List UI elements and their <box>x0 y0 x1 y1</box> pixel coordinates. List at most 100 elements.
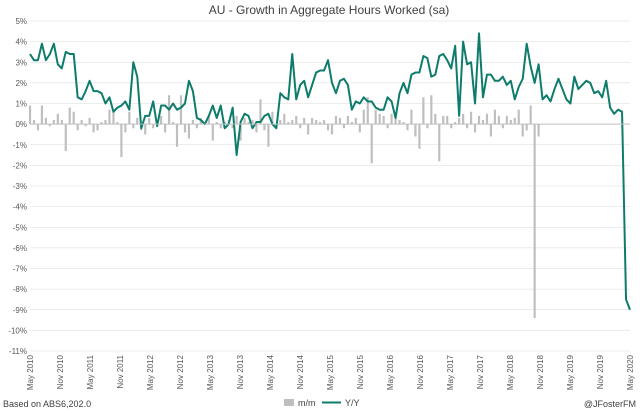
bar-m-m <box>303 117 306 125</box>
y-tick-label: -2% <box>13 161 27 170</box>
bar-m-m <box>80 120 83 125</box>
bar-m-m <box>414 124 417 137</box>
y-tick-label: -6% <box>13 244 27 253</box>
bar-m-m <box>454 122 457 125</box>
bar-m-m <box>179 95 183 125</box>
x-tick-label: May 2018 <box>506 354 515 390</box>
bar-m-m <box>402 122 405 125</box>
bar-m-m <box>132 124 135 129</box>
bar-m-m <box>529 105 532 125</box>
bar-m-m <box>358 124 361 133</box>
bar-m-m <box>458 117 461 125</box>
bar-m-m <box>533 124 536 318</box>
bar-m-m <box>438 124 441 162</box>
bar-m-m <box>171 122 175 125</box>
bar-m-m <box>318 122 322 125</box>
bar-m-m <box>40 105 44 125</box>
bar-m-m <box>315 120 318 125</box>
bar-m-m <box>509 120 512 125</box>
bar-m-m <box>330 124 334 135</box>
bar-m-m <box>374 109 377 125</box>
bar-m-m <box>136 117 139 125</box>
legend: m/m Y/Y <box>284 398 360 408</box>
y-axis: 5% 4% 3% 2% 1% 0% -1% -2% -3% -4% -5% -6% -7% -8% -9% -… <box>8 17 27 356</box>
x-tick-label: May 2011 <box>86 354 95 389</box>
bar-m-m <box>112 111 115 125</box>
bar-m-m <box>60 120 63 125</box>
bar-m-m <box>148 117 151 125</box>
bar-m-m <box>239 124 242 141</box>
x-tick-label: May 2013 <box>206 354 215 390</box>
bar-m-m <box>64 124 67 151</box>
y-tick-label: 0% <box>15 120 27 129</box>
bar-m-m <box>128 111 131 125</box>
x-tick-label: May 2015 <box>326 354 335 390</box>
bar-m-m <box>426 124 429 129</box>
chart-title: AU - Growth in Aggregate Hours Worked (s… <box>209 3 450 17</box>
legend-label-y-y: Y/Y <box>345 398 360 408</box>
bar-m-m <box>287 122 290 125</box>
bar-m-m <box>279 120 282 125</box>
bar-m-m <box>108 109 111 125</box>
bar-m-m <box>481 120 485 125</box>
bar-m-m <box>406 124 409 131</box>
bar-m-m <box>207 115 210 125</box>
bar-m-m <box>338 117 342 125</box>
bar-m-m <box>191 120 195 125</box>
bar-m-m <box>477 115 481 125</box>
bar-m-m <box>473 124 477 133</box>
x-tick-label: Nov 2017 <box>476 354 485 389</box>
bar-m-m <box>263 124 266 131</box>
bar-m-m <box>160 115 163 125</box>
bar-m-m <box>422 97 425 125</box>
bar-m-m <box>513 117 516 125</box>
y-tick-label: 5% <box>15 17 27 26</box>
bar-m-m <box>271 111 274 125</box>
bar-m-m <box>255 124 258 133</box>
bar-m-m <box>322 120 326 125</box>
x-tick-label: Nov 2018 <box>536 354 545 389</box>
bar-m-m <box>124 124 127 133</box>
bar-m-m <box>88 117 91 125</box>
bar-m-m <box>326 124 330 131</box>
bar-m-m <box>342 124 345 129</box>
bar-m-m <box>219 124 222 129</box>
bar-m-m <box>32 120 36 125</box>
bar-m-m <box>247 122 250 125</box>
credit-note: @JFosterFM <box>584 399 636 409</box>
y-tick-label: -8% <box>13 285 27 294</box>
bar-m-m <box>48 124 51 127</box>
bar-m-m <box>410 109 413 125</box>
bar-m-m <box>52 120 55 125</box>
bar-m-m <box>283 113 286 125</box>
bar-m-m <box>446 115 449 125</box>
bar-m-m <box>493 109 496 125</box>
bar-m-m <box>68 107 71 125</box>
bar-m-m <box>84 124 87 127</box>
bar-m-m <box>497 115 500 125</box>
bar-m-m <box>311 117 314 125</box>
bar-m-m <box>291 120 294 125</box>
bar-m-m <box>96 124 99 131</box>
bar-m-m <box>501 124 504 129</box>
bar-m-m <box>175 124 179 147</box>
bar-m-m <box>442 115 445 125</box>
bar-m-m <box>307 124 310 135</box>
bar-m-m <box>100 122 103 125</box>
x-tick-label: Nov 2012 <box>176 354 185 389</box>
bar-m-m <box>120 124 123 158</box>
x-tick-label: May 2020 <box>626 354 635 390</box>
y-tick-label: -11% <box>9 347 27 356</box>
series-y-y-line <box>29 32 631 311</box>
bar-m-m <box>390 113 393 125</box>
bar-m-m <box>299 124 302 129</box>
bar-m-m <box>187 124 191 139</box>
y-tick-label: 2% <box>15 79 27 88</box>
bar-m-m <box>354 117 357 125</box>
bar-m-m <box>334 115 338 125</box>
bar-m-m <box>116 122 119 125</box>
y-tick-label: -4% <box>13 203 27 212</box>
bar-m-m <box>259 99 262 125</box>
bar-m-m <box>537 124 540 137</box>
bar-m-m <box>28 105 32 125</box>
